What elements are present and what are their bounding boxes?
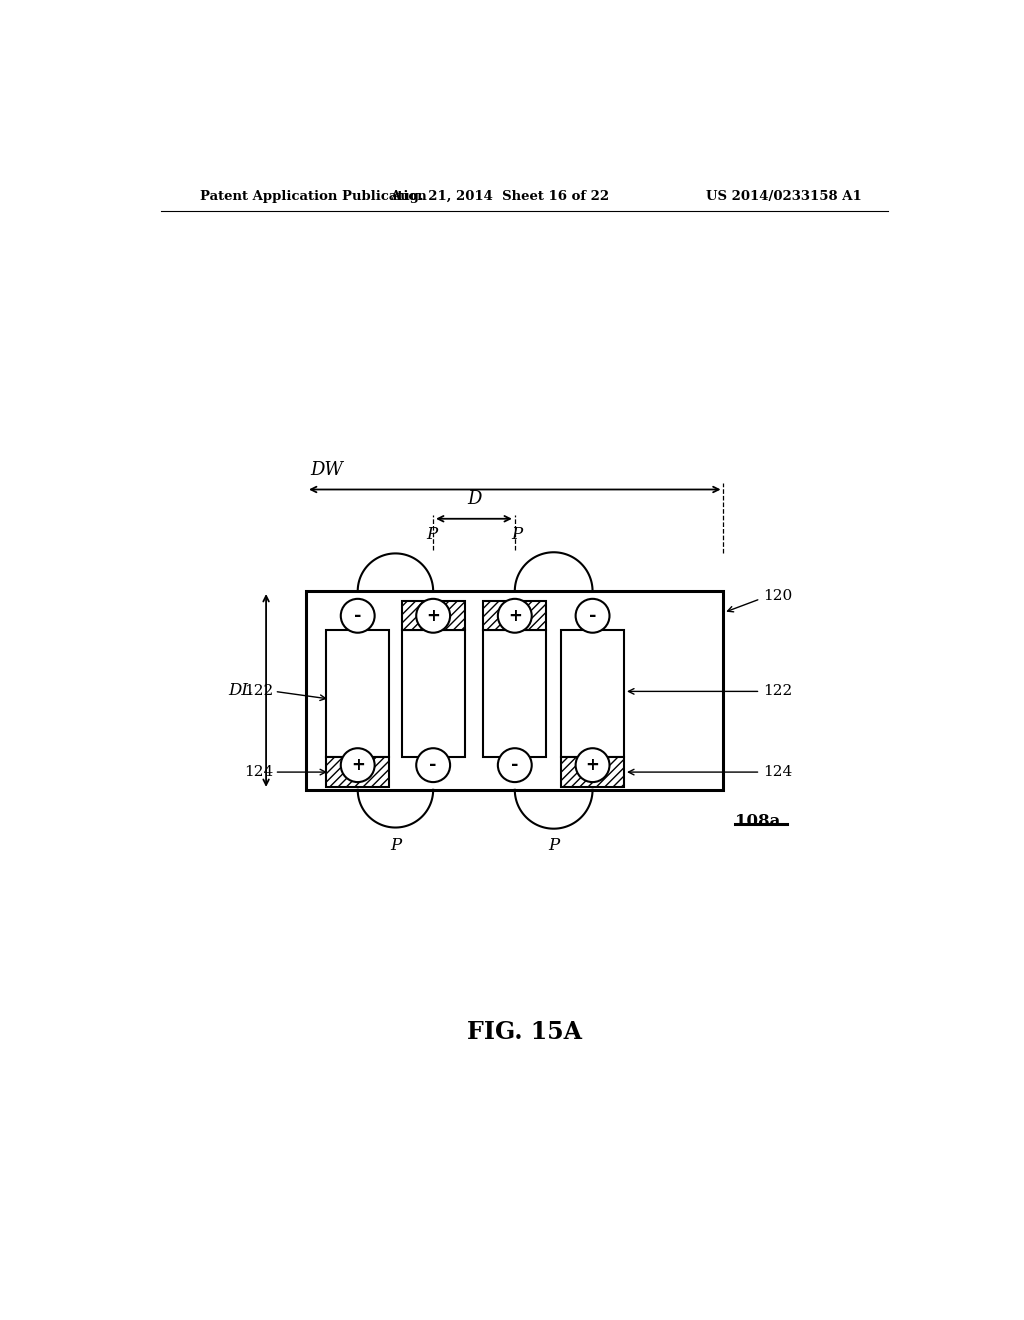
- Text: -: -: [589, 607, 596, 624]
- Bar: [401, 631, 465, 758]
- Text: +: +: [508, 607, 521, 624]
- Text: -: -: [511, 756, 518, 774]
- Bar: [326, 758, 389, 787]
- Text: +: +: [426, 607, 440, 624]
- Text: DL: DL: [228, 682, 252, 700]
- Text: P: P: [548, 837, 559, 854]
- Text: P: P: [511, 527, 522, 544]
- Text: -: -: [354, 607, 361, 624]
- Circle shape: [575, 599, 609, 632]
- Circle shape: [498, 748, 531, 781]
- Text: -: -: [429, 756, 437, 774]
- Text: Aug. 21, 2014  Sheet 16 of 22: Aug. 21, 2014 Sheet 16 of 22: [390, 190, 609, 203]
- Bar: [483, 601, 547, 631]
- Circle shape: [341, 599, 375, 632]
- Text: 124: 124: [764, 766, 793, 779]
- Text: Patent Application Publication: Patent Application Publication: [200, 190, 427, 203]
- Bar: [401, 601, 465, 631]
- Bar: [561, 758, 625, 787]
- Bar: [483, 631, 547, 758]
- Text: P: P: [390, 837, 401, 854]
- Text: 122: 122: [764, 684, 793, 698]
- Text: 122: 122: [244, 684, 273, 698]
- Text: DW: DW: [310, 461, 343, 479]
- Text: P: P: [426, 527, 437, 544]
- Circle shape: [341, 748, 375, 781]
- Circle shape: [575, 748, 609, 781]
- Text: FIG. 15A: FIG. 15A: [467, 1020, 583, 1044]
- Text: 124: 124: [244, 766, 273, 779]
- Bar: [306, 591, 724, 789]
- Bar: [561, 631, 625, 758]
- Text: 108a: 108a: [735, 813, 780, 830]
- Bar: [326, 631, 389, 758]
- Circle shape: [498, 599, 531, 632]
- Circle shape: [416, 748, 451, 781]
- Text: D: D: [467, 490, 481, 508]
- Text: US 2014/0233158 A1: US 2014/0233158 A1: [707, 190, 862, 203]
- Text: +: +: [351, 756, 365, 774]
- Circle shape: [416, 599, 451, 632]
- Text: 120: 120: [764, 589, 793, 603]
- Text: +: +: [586, 756, 599, 774]
